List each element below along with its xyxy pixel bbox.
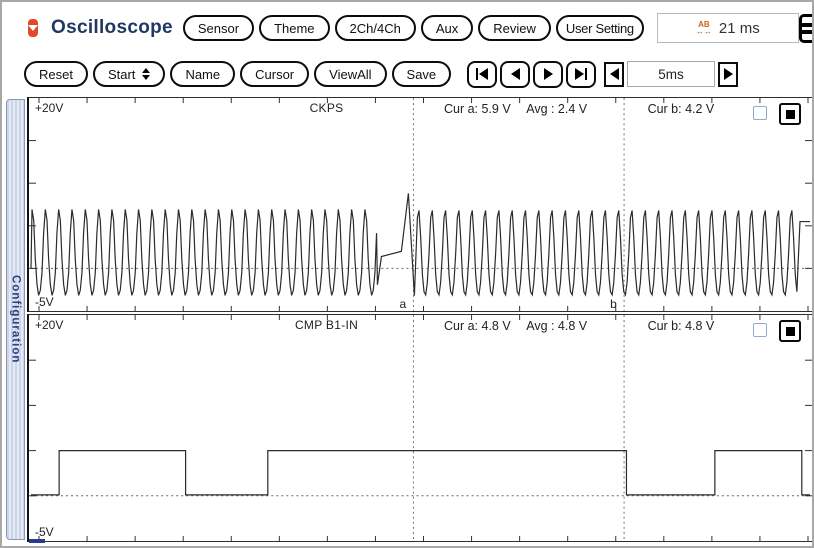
cursor-button[interactable]: Cursor [240,61,310,87]
ch1-voltage-bottom-label: -5V [35,295,54,309]
sidebar-tab-configuration[interactable]: Configuration [6,99,25,540]
timebase-selector: 5ms [604,61,738,87]
start-label: Start [107,66,136,82]
triangle [574,68,584,80]
triangle [510,68,520,80]
channel-1-plot[interactable]: +20V CKPS Cur a: 5.9 V Avg : 2.4 V Cur b… [27,97,812,312]
viewall-button[interactable]: ViewAll [314,61,387,87]
ch1-cursor-b-readout: Cur b: 4.2 V [647,102,715,116]
ch2-voltage-top-label: +20V [35,318,64,332]
cursor-b-label[interactable]: b [610,297,617,311]
ch2-signal-name: CMP B1-IN [294,318,359,332]
triangle [479,68,489,80]
sensor-button[interactable]: Sensor [182,15,255,41]
top-toolbar: Oscilloscope Sensor Theme 2Ch/4Ch Aux Re… [2,10,812,46]
channel-2-waveform [29,315,812,541]
triangle [543,68,553,80]
skip-end-icon[interactable] [566,60,597,88]
timebase-right-icon[interactable] [718,61,738,87]
ch1-voltage-top-label: +20V [35,101,64,115]
reset-button[interactable]: Reset [24,61,88,87]
timebase-value[interactable]: 5ms [627,61,715,87]
bar [584,68,588,80]
start-button[interactable]: Start [92,61,166,87]
channel-2-plot[interactable]: +20V CMP B1-IN Cur a: 4.8 V Avg : 4.8 V … [27,314,812,542]
ch1-checkbox-unchecked[interactable] [753,106,767,120]
scope-display-area: +20V CKPS Cur a: 5.9 V Avg : 2.4 V Cur b… [27,97,812,542]
step-back-icon[interactable] [500,60,531,88]
timebase-left-icon[interactable] [604,61,624,87]
control-toolbar: Reset Start Name Cursor ViewAll Save 5ms [2,56,812,92]
save-button[interactable]: Save [391,61,452,87]
start-spinner-icon [142,68,151,80]
channel-mode-button[interactable]: 2Ch/4Ch [334,15,416,41]
configuration-tab-label: Configuration [9,275,22,364]
ch2-checkbox-unchecked[interactable] [753,323,767,337]
cursor-a-label[interactable]: a [399,297,407,311]
user-setting-button[interactable]: User Setting [555,15,644,41]
review-button[interactable]: Review [478,15,551,41]
ch2-checkbox-checked[interactable] [779,320,801,342]
ch1-cursor-a-readout: Cur a: 5.9 V [443,102,511,116]
ch1-checkbox-checked[interactable] [779,103,801,125]
ch2-cursor-b-readout: Cur b: 4.8 V [647,319,715,333]
down-triangle-icon [28,25,38,31]
ch2-cursor-a-readout: Cur a: 4.8 V [443,319,511,333]
triangle [723,68,733,80]
checkbox-fill [785,109,795,119]
app-title: Oscilloscope [51,17,173,38]
ch1-signal-name: CKPS [309,101,344,115]
ab-delta-letters: AB [698,20,710,29]
theme-button[interactable]: Theme [259,15,330,41]
scroll-marker[interactable] [29,539,45,543]
delta-time-value: 21 ms [718,19,760,37]
ch1-avg-readout: Avg : 2.4 V [526,102,588,116]
menu-bar [801,22,812,27]
ch2-voltage-bottom-label: -5V [35,525,54,539]
menu-icon[interactable] [798,13,812,43]
ab-delta-icon: AB ↔↔ [695,20,712,36]
cursor-delta-readout: AB ↔↔ 21 ms [656,13,799,43]
bar [475,68,479,80]
playback-controls [467,60,599,88]
triangle [609,68,619,80]
channel-1-waveform [29,98,812,311]
checkbox-fill [785,326,795,336]
app-down-arrow-icon[interactable] [28,19,38,37]
name-button[interactable]: Name [170,61,236,87]
aux-button[interactable]: Aux [420,15,474,41]
step-forward-icon[interactable] [533,60,564,88]
ab-delta-arrows: ↔↔ [695,27,712,36]
menu-bar [801,29,812,34]
skip-start-icon[interactable] [467,60,498,88]
ch2-avg-readout: Avg : 4.8 V [526,319,588,333]
